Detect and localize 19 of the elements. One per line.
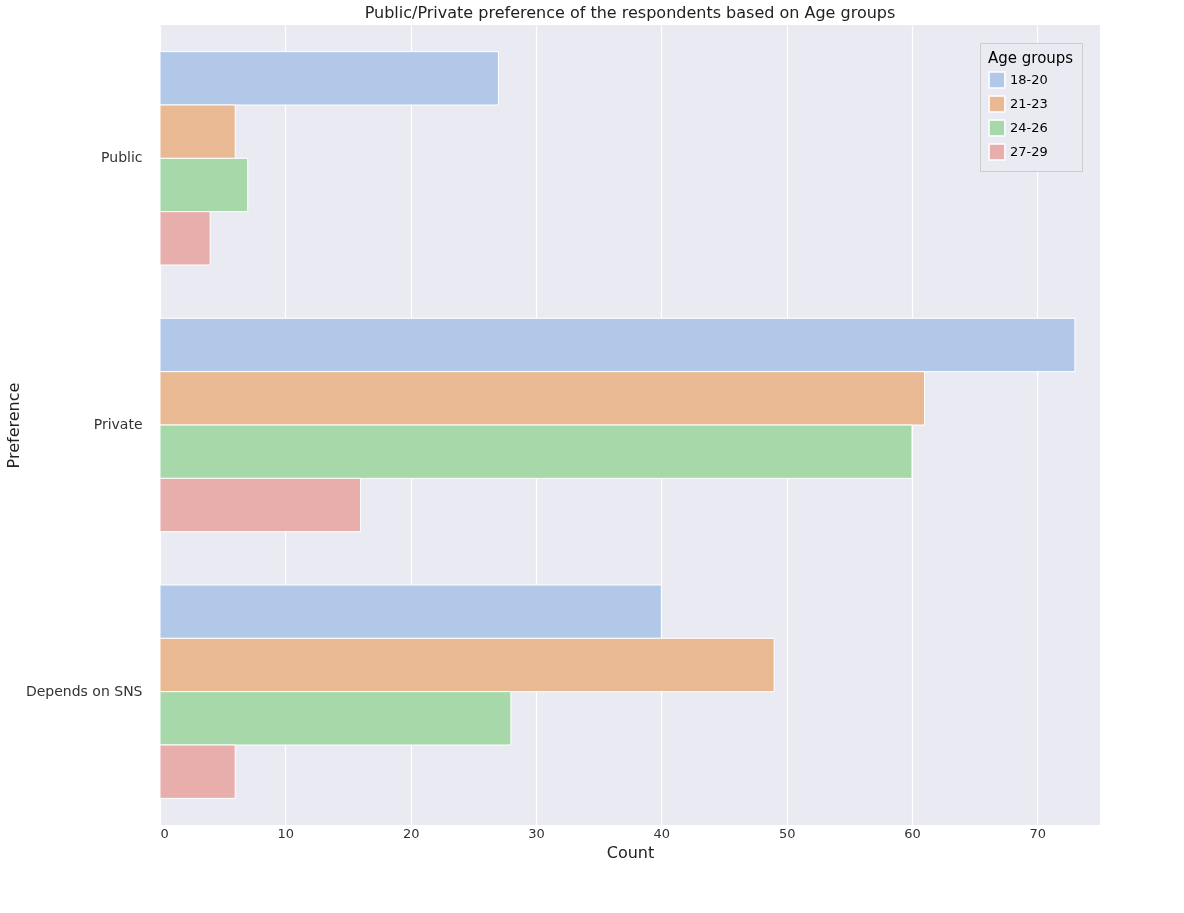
x-tick-label: 70 [1029,825,1047,841]
y-tick-label: Private [93,416,143,432]
legend-label: 24-26 [1010,120,1048,135]
x-tick-label: 20 [402,825,420,841]
x-tick-label: 50 [778,825,796,841]
legend-label: 21-23 [1010,96,1048,111]
chart-title: Public/Private preference of the respondents based on Age groups [364,3,896,22]
legend-label: 27-29 [1010,144,1048,159]
x-tick-label: 40 [653,825,671,841]
y-tick-label: Depends on SNS [25,682,143,699]
x-tick-label: 0 [160,825,169,841]
x-tick-label: 30 [528,825,545,841]
legend-title: Age groups [988,49,1074,67]
x-tick-label: 60 [904,825,921,841]
x-axis-title: Count [606,842,655,862]
legend-label: 18-20 [1010,72,1048,87]
x-tick-label: 10 [277,825,295,841]
y-tick-label: Public [101,149,143,166]
y-axis-title: Preference [3,382,23,469]
